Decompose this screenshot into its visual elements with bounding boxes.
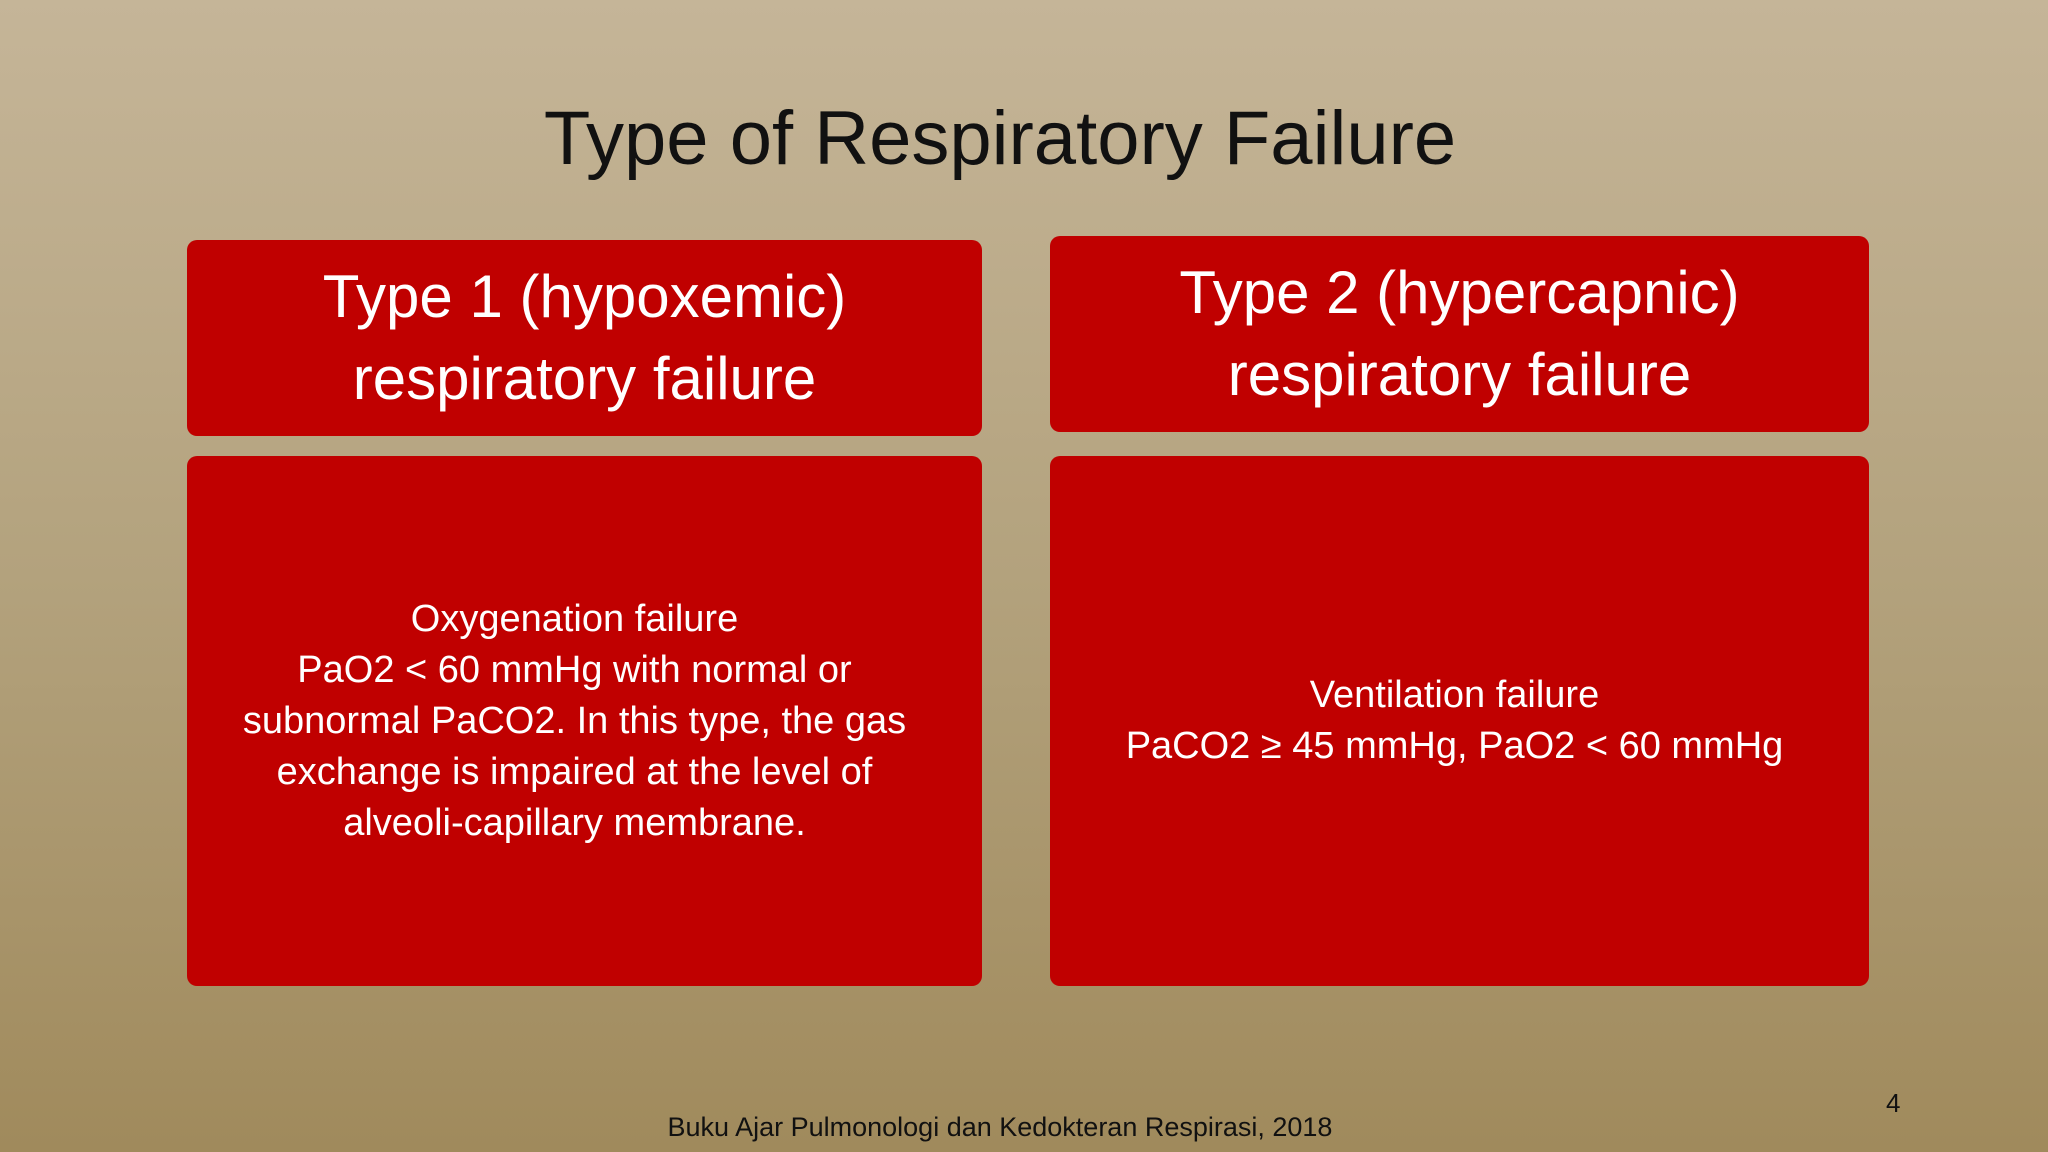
type1-body-line: PaO2 < 60 mmHg with normal or — [297, 648, 852, 691]
type1-body: Oxygenation failure PaO2 < 60 mmHg with … — [187, 456, 982, 986]
source-footer: Buku Ajar Pulmonologi dan Kedokteran Res… — [667, 1112, 1333, 1142]
type1-body-line: subnormal PaCO2. In this type, the gas — [242, 699, 907, 742]
page-number: 4 — [1886, 1088, 1901, 1118]
type2-body: Ventilation failure PaCO2 ≥ 45 mmHg, PaO… — [1050, 456, 1869, 986]
type1-body-line: Oxygenation failure — [410, 597, 739, 640]
type2-body-line: PaCO2 ≥ 45 mmHg, PaO2 < 60 mmHg — [1125, 725, 1784, 767]
type1-header-line: respiratory failure — [352, 345, 817, 412]
type2-header-line: respiratory failure — [1227, 341, 1692, 408]
type1-header: Type 1 (hypoxemic) respiratory failure — [187, 240, 982, 436]
type2-header-line: Type 2 (hypercapnic) — [1179, 259, 1740, 326]
type2-header: Type 2 (hypercapnic) respiratory failure — [1050, 236, 1869, 432]
slide-title: Type of Respiratory Failure — [543, 96, 1457, 181]
type1-body-line: exchange is impaired at the level of — [276, 750, 873, 793]
type1-body-line: alveoli-capillary membrane. — [343, 801, 806, 844]
type1-header-line: Type 1 (hypoxemic) — [322, 263, 847, 330]
type2-body-line: Ventilation failure — [1309, 674, 1600, 716]
